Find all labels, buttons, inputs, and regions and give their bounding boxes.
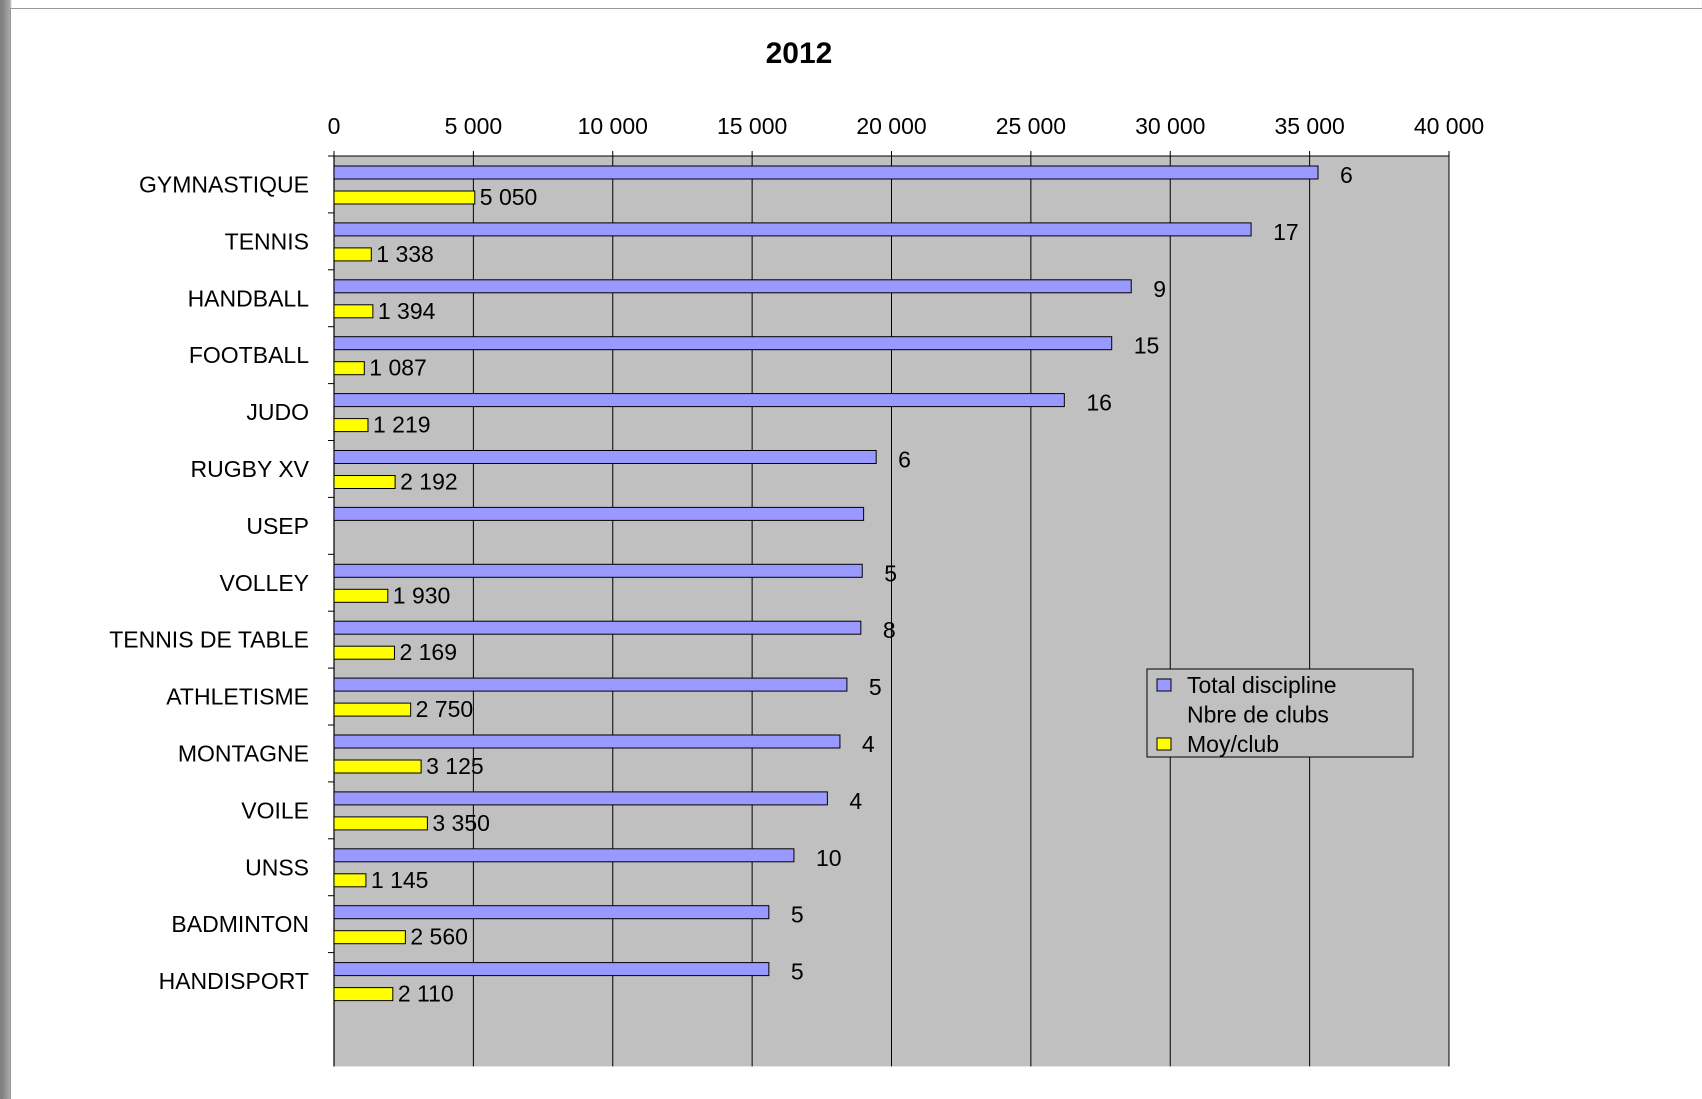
data-label-nbre-clubs: 4 <box>862 731 875 757</box>
data-label-moy-club: 1 145 <box>371 867 429 893</box>
data-label-nbre-clubs: 5 <box>884 560 897 586</box>
data-label-moy-club: 2 110 <box>398 981 454 1007</box>
x-tick-label: 25 000 <box>996 113 1066 139</box>
category-label: GYMNASTIQUE <box>139 171 309 197</box>
x-tick-label: 40 000 <box>1414 113 1484 139</box>
data-label-nbre-clubs: 9 <box>1153 276 1166 302</box>
category-label: BADMINTON <box>171 911 309 937</box>
bar-total-discipline <box>333 450 877 464</box>
bar-moy-club <box>333 930 406 945</box>
category-label: MONTAGNE <box>178 740 309 766</box>
bar-moy-club <box>333 873 367 888</box>
plot-area: 0 5 000 10 000 15 000 20 000 25 000 30 000 35 0… <box>109 113 1484 1067</box>
data-label-moy-club: 1 930 <box>393 582 451 608</box>
x-tick-label: 15 000 <box>717 113 787 139</box>
bar-total-discipline <box>333 222 1252 237</box>
legend-label: Total discipline <box>1187 672 1337 698</box>
data-label-nbre-clubs: 17 <box>1273 219 1299 245</box>
data-label-nbre-clubs: 15 <box>1134 333 1160 359</box>
bar-total-discipline <box>333 734 841 749</box>
bar-moy-club <box>333 475 396 489</box>
x-tick-label: 20 000 <box>856 113 926 139</box>
bar-total-discipline <box>333 563 863 578</box>
chart-title: 2012 <box>766 37 833 70</box>
data-label-moy-club: 2 750 <box>416 696 474 722</box>
bar-chart: 2012 0 5 000 10 000 15 000 20 000 25 000 30 00… <box>109 37 1484 1067</box>
data-label-nbre-clubs: 4 <box>849 788 862 814</box>
data-label-moy-club: 2 192 <box>400 469 458 495</box>
bar-moy-club <box>333 361 365 376</box>
data-label-moy-club: 3 125 <box>426 753 484 779</box>
data-label-nbre-clubs: 5 <box>791 902 804 928</box>
bar-moy-club <box>333 645 395 660</box>
bar-moy-club <box>333 247 372 262</box>
bar-total-discipline <box>333 506 865 521</box>
data-label-nbre-clubs: 8 <box>883 617 896 643</box>
legend-box <box>1146 668 1414 758</box>
data-label-nbre-clubs: 5 <box>791 959 804 985</box>
legend: Total discipline Nbre de clubs Moy/club <box>1146 668 1414 758</box>
bar-moy-club <box>333 702 412 717</box>
category-label: HANDISPORT <box>159 968 309 994</box>
data-label-nbre-clubs: 5 <box>869 674 882 700</box>
category-label: VOILE <box>241 797 309 823</box>
bar-total-discipline <box>333 905 770 920</box>
legend-label: Nbre de clubs <box>1187 702 1329 728</box>
data-label-nbre-clubs: 10 <box>816 845 842 871</box>
data-label-nbre-clubs: 6 <box>1340 162 1353 188</box>
data-label-moy-club: 5 050 <box>480 184 538 210</box>
data-label-moy-club: 2 560 <box>410 924 468 950</box>
category-label: ATHLETISME <box>166 684 309 710</box>
chart-frame: 2012 0 5 000 10 000 15 000 20 000 25 000 30 00… <box>10 8 1702 1099</box>
bar-moy-club <box>333 190 476 205</box>
legend-swatch <box>1156 737 1172 751</box>
data-label-nbre-clubs: 16 <box>1086 390 1112 416</box>
data-label-nbre-clubs: 6 <box>898 447 911 473</box>
bar-total-discipline <box>333 279 1132 294</box>
bar-moy-club <box>333 759 422 774</box>
category-label: UNSS <box>245 854 309 880</box>
x-tick-label: 5 000 <box>445 113 503 139</box>
category-label: USEP <box>246 513 309 539</box>
bar-moy-club <box>333 304 374 319</box>
bar-total-discipline <box>333 165 1319 180</box>
x-tick-label: 30 000 <box>1135 113 1205 139</box>
x-tick-label: 10 000 <box>578 113 648 139</box>
category-label: JUDO <box>246 399 309 425</box>
data-label-moy-club: 2 169 <box>399 639 457 665</box>
bar-total-discipline <box>333 848 795 863</box>
category-label: RUGBY XV <box>191 456 310 482</box>
category-label: HANDBALL <box>188 285 310 311</box>
x-tick-label: 0 <box>328 113 341 139</box>
category-label: FOOTBALL <box>189 342 309 368</box>
bar-total-discipline <box>333 620 862 635</box>
legend-label: Moy/club <box>1187 731 1279 757</box>
data-label-moy-club: 1 394 <box>378 298 436 324</box>
category-label: TENNIS DE TABLE <box>109 627 309 653</box>
legend-swatch <box>1156 678 1172 692</box>
data-label-moy-club: 1 087 <box>369 355 427 381</box>
bar-total-discipline <box>333 962 770 977</box>
bar-total-discipline <box>333 336 1113 351</box>
bar-total-discipline <box>333 791 828 806</box>
bar-moy-club <box>333 588 389 603</box>
category-label: TENNIS <box>225 228 309 254</box>
bar-moy-club <box>333 816 428 831</box>
bar-moy-club <box>333 987 394 1002</box>
data-label-moy-club: 1 219 <box>373 412 431 438</box>
category-label: VOLLEY <box>220 570 310 596</box>
data-label-moy-club: 3 350 <box>432 810 490 836</box>
data-label-moy-club: 1 338 <box>376 241 434 267</box>
bar-total-discipline <box>333 393 1065 408</box>
x-tick-label: 35 000 <box>1274 113 1344 139</box>
bar-total-discipline <box>333 677 848 692</box>
bar-moy-club <box>333 418 369 433</box>
